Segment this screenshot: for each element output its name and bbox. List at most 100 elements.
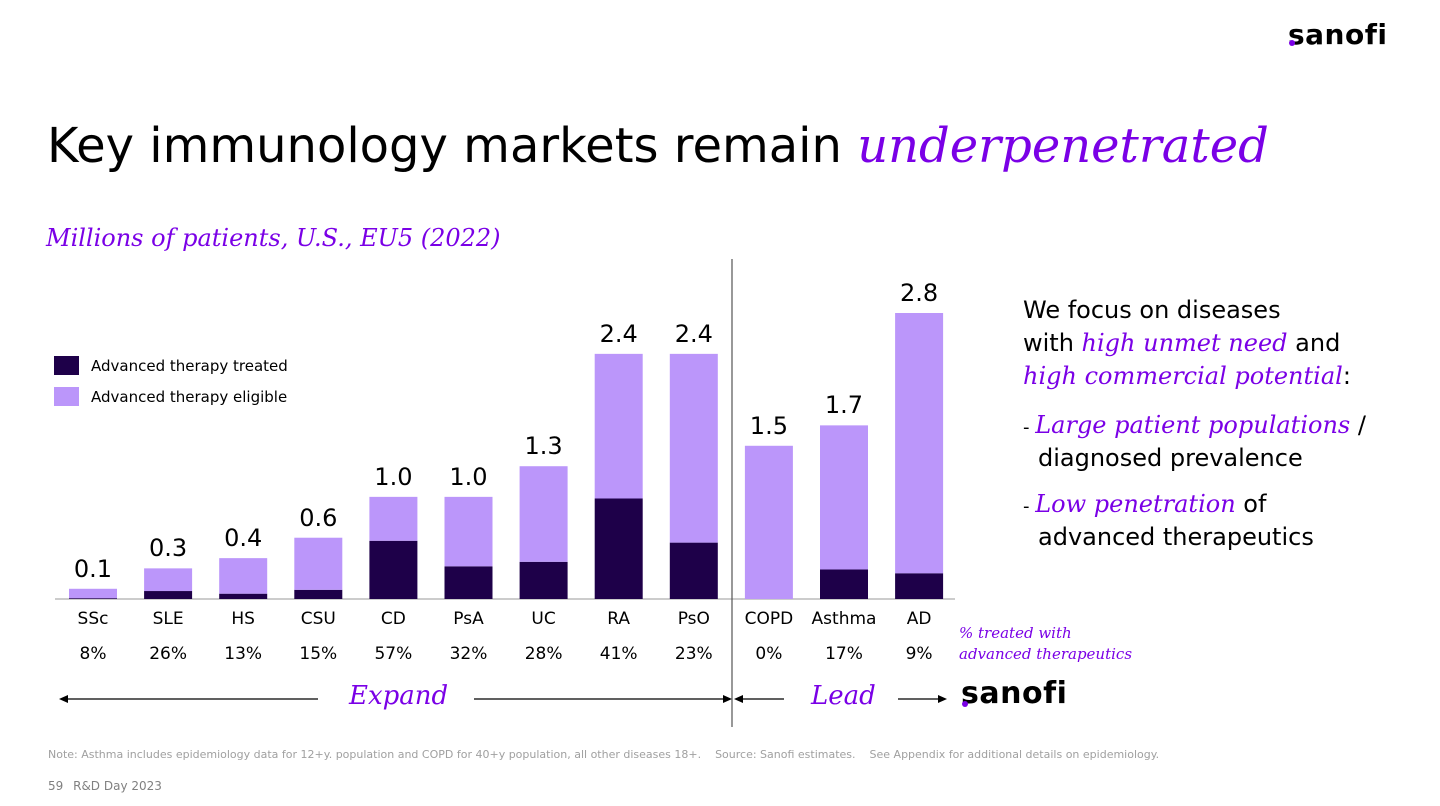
- legend-item-treated: Advanced therapy treated: [54, 356, 288, 375]
- category-label-csu: CSU: [300, 609, 336, 629]
- category-label-copd: COPD: [744, 609, 794, 629]
- bar-eligible-pso: [669, 353, 718, 543]
- flow-logo-dot-icon: [962, 701, 968, 707]
- pct-note-line-1: % treated with: [959, 624, 1072, 642]
- pct-treated-csu: 15%: [299, 644, 338, 664]
- lead-arrow-right-head: [938, 695, 947, 703]
- category-label-pso: PsO: [677, 609, 710, 629]
- bar-eligible-psa: [444, 496, 493, 567]
- bar-eligible-hs: [219, 558, 268, 594]
- bullet-1-post: /: [1350, 411, 1366, 439]
- value-label-uc: 1.3: [524, 432, 563, 461]
- bullet-2-em: Low penetration: [1035, 490, 1236, 518]
- lead-label: Lead: [811, 681, 876, 711]
- pct-treated-ssc: 8%: [79, 644, 107, 664]
- value-label-csu: 0.6: [299, 503, 338, 532]
- page-title-main: Key immunology markets remain: [47, 118, 858, 174]
- focus-text: We focus on diseases with high unmet nee…: [1023, 294, 1351, 393]
- category-label-ra: RA: [607, 609, 631, 629]
- expand-arrow-left-head: [59, 695, 68, 703]
- event-name: R&D Day 2023: [73, 779, 162, 793]
- lead-arrow-left-head: [734, 695, 743, 703]
- pct-treated-psa: 32%: [449, 644, 488, 664]
- focus-line-2-post: and: [1287, 329, 1341, 357]
- legend-label-treated: Advanced therapy treated: [91, 356, 288, 375]
- bullet-2-line-2: advanced therapeutics: [1038, 523, 1314, 551]
- legend-swatch-treated: [54, 356, 79, 375]
- category-label-psa: PsA: [453, 609, 484, 629]
- bar-eligible-ad: [895, 313, 944, 574]
- category-label-sle: SLE: [152, 609, 184, 629]
- focus-line-2: with high unmet need and: [1023, 327, 1351, 360]
- legend-swatch-eligible: [54, 387, 79, 406]
- pct-treated-uc: 28%: [524, 644, 563, 664]
- bar-treated-csu: [294, 589, 343, 599]
- bullet-2-line-1: - Low penetration of: [1023, 489, 1314, 522]
- category-label-asthma: Asthma: [811, 609, 877, 629]
- bar-eligible-cd: [369, 496, 418, 541]
- bar-treated-sle: [144, 591, 193, 599]
- category-label-ssc: SSc: [77, 609, 109, 629]
- bar-treated-uc: [519, 561, 568, 599]
- pct-note-line-2: advanced therapeutics: [959, 645, 1133, 663]
- pct-treated-cd: 57%: [374, 644, 413, 664]
- pct-treated-asthma: 17%: [825, 644, 863, 664]
- category-label-cd: CD: [380, 609, 406, 629]
- bar-treated-ad: [895, 573, 944, 599]
- pct-treated-ad: 9%: [905, 644, 933, 664]
- value-label-cd: 1.0: [374, 462, 413, 491]
- bar-eligible-asthma: [820, 425, 868, 570]
- bullet-2-post: of: [1235, 490, 1267, 518]
- pct-treated-sle: 26%: [149, 644, 187, 664]
- page-footer: 59 R&D Day 2023: [48, 779, 162, 793]
- footnote: Note: Asthma includes epidemiology data …: [48, 748, 1160, 761]
- value-label-hs: 0.4: [224, 524, 263, 553]
- pct-treated-ra: 41%: [599, 644, 638, 664]
- value-label-ssc: 0.1: [73, 554, 113, 583]
- bullet-2: - Low penetration of advanced therapeuti…: [1023, 489, 1314, 552]
- bullet-1-em: Large patient populations: [1035, 411, 1351, 439]
- pct-treated-note: % treated with advanced therapeutics: [959, 623, 1132, 665]
- legend-label-eligible: Advanced therapy eligible: [91, 387, 288, 406]
- bar-treated-psa: [444, 566, 493, 599]
- focus-line-3-post: :: [1342, 362, 1351, 390]
- value-label-sle: 0.3: [149, 534, 188, 563]
- focus-line-1: We focus on diseases: [1023, 296, 1281, 324]
- sanofi-flow-logo-text: sanofi: [961, 676, 1068, 711]
- bar-eligible-ssc: [69, 588, 117, 599]
- expand-arrow-right-head: [723, 695, 732, 703]
- bar-eligible-uc: [519, 466, 568, 562]
- bar-treated-ssc: [69, 598, 117, 599]
- logo-dot-icon: [1289, 40, 1295, 46]
- bar-treated-cd: [369, 540, 418, 599]
- value-label-ad: 2.8: [900, 279, 939, 307]
- bullet-2-dash: -: [1023, 496, 1036, 517]
- pct-treated-pso: 23%: [674, 644, 713, 664]
- bar-treated-hs: [219, 593, 268, 599]
- focus-line-2-pre: with: [1023, 329, 1082, 357]
- bar-treated-asthma: [820, 569, 868, 599]
- category-label-hs: HS: [231, 609, 255, 629]
- value-label-ra: 2.4: [599, 319, 638, 348]
- flow-arrows: [59, 695, 947, 703]
- bullet-1-line-1: - Large patient populations /: [1023, 410, 1366, 443]
- bar-eligible-sle: [144, 568, 193, 592]
- value-label-asthma: 1.7: [824, 391, 864, 420]
- bullet-1: - Large patient populations / diagnosed …: [1023, 410, 1366, 473]
- bar-treated-ra: [594, 498, 643, 599]
- focus-line-3-em: high commercial potential: [1023, 362, 1343, 390]
- pct-treated-copd: 0%: [755, 644, 783, 664]
- focus-line-2-em: high unmet need: [1081, 329, 1288, 357]
- expand-label: Expand: [349, 681, 449, 711]
- bar-treated-pso: [669, 542, 718, 599]
- pct-treated-hs: 13%: [224, 644, 263, 664]
- legend-item-eligible: Advanced therapy eligible: [54, 387, 287, 406]
- value-label-copd: 1.5: [749, 411, 788, 440]
- focus-line-3: high commercial potential:: [1023, 360, 1351, 393]
- sanofi-logo: sanofi: [1288, 18, 1388, 51]
- page-title-emphasis: underpenetrated: [857, 118, 1269, 174]
- category-label-ad: AD: [906, 609, 932, 629]
- bullet-1-line-2: diagnosed prevalence: [1038, 444, 1303, 472]
- value-label-pso: 2.4: [674, 319, 713, 348]
- bar-eligible-csu: [294, 537, 343, 590]
